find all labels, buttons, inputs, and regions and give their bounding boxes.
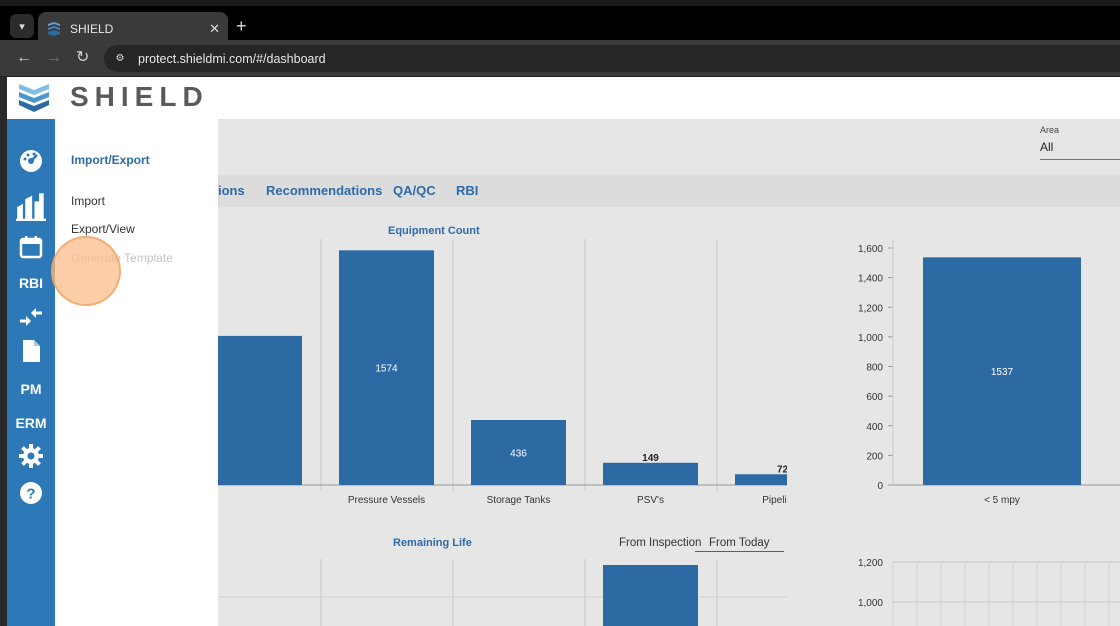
browser-tab-bar: ▾ SHIELD ✕ +: [0, 0, 1120, 46]
y-tick-label: 1,000: [858, 333, 883, 344]
sidebar-item-pm[interactable]: PM: [20, 381, 42, 397]
x-tick-label: < 5 mpy: [984, 495, 1020, 506]
y-tick-label: 0: [877, 481, 883, 492]
sidebar-item-settings[interactable]: [7, 439, 55, 473]
window-edge: [0, 77, 7, 626]
tab-recommendations[interactable]: Recommendations: [266, 183, 383, 198]
from-today-toggle[interactable]: From Today: [695, 537, 784, 552]
svg-text:?: ?: [26, 486, 35, 503]
y-tick-label: 1,200: [858, 303, 883, 314]
sidebar-item-documents[interactable]: [7, 334, 55, 368]
x-tick-label: Pressure Vessels: [348, 495, 425, 506]
y-tick-label: 400: [866, 422, 883, 433]
close-tab-icon[interactable]: ✕: [209, 21, 220, 36]
click-indicator: [51, 236, 121, 306]
bar: [471, 419, 566, 485]
remaining-life-chart: [167, 559, 787, 626]
tab-search-button[interactable]: ▾: [10, 14, 34, 38]
submenu-item-export-view[interactable]: Export/View: [71, 222, 135, 236]
reload-icon[interactable]: ↻: [76, 49, 90, 66]
y-tick-label: 1,000: [858, 598, 883, 609]
y-tick-label: 1,600: [858, 244, 883, 255]
y-tick-label: 600: [866, 392, 883, 403]
dashboard-tabs: ions Recommendations QA/QC RBI: [218, 175, 1120, 207]
forward-icon[interactable]: →: [46, 49, 62, 66]
bar: [207, 335, 302, 485]
remaining-life-title: Remaining Life: [393, 537, 472, 549]
shield-logo-icon: [19, 84, 49, 112]
sidebar-item-rbi[interactable]: RBI: [18, 275, 44, 291]
y-tick-label: 1,400: [858, 274, 883, 285]
submenu-title: Import/Export: [71, 153, 150, 167]
sidebar-item-dashboard[interactable]: [7, 144, 55, 178]
bar: [923, 257, 1081, 485]
site-settings-icon[interactable]: ⚙: [115, 53, 125, 64]
document-icon: [23, 340, 40, 362]
submenu-item-import[interactable]: Import: [71, 194, 106, 208]
bar: [339, 250, 434, 485]
logo-text: SHIELD: [70, 81, 209, 112]
equipment-count-chart: 1574 Pressure Vessels 436 Storage Tanks 149 P…: [167, 239, 787, 506]
tab-title: SHIELD: [70, 22, 114, 36]
bar: [735, 474, 787, 485]
help-icon: ?: [20, 482, 42, 504]
sidebar: RBI PM ERM ?: [7, 119, 55, 626]
y-tick-label: 1,200: [858, 558, 883, 569]
facilities-icon: [16, 193, 46, 221]
back-icon[interactable]: ←: [16, 49, 32, 66]
url-text: protect.shieldmi.com/#/dashboard: [138, 51, 326, 66]
tab-qaqc[interactable]: QA/QC: [393, 183, 436, 198]
corrosion-rate-chart: 0 200 400 600 800 1,000 1,200 1,400 1,600 1537 < 5…: [858, 239, 1120, 506]
x-tick-label: Pipelines: [762, 495, 787, 506]
shield-favicon-icon: [48, 22, 60, 36]
bar-value-label: 1574: [375, 364, 398, 375]
x-tick-label: PSV's: [637, 495, 664, 506]
sidebar-item-help[interactable]: ?: [7, 476, 55, 510]
bar: [603, 462, 698, 485]
equipment-count-title: Equipment Count: [388, 225, 480, 237]
bar-value-label: 72: [777, 464, 787, 475]
y-tick-label: 200: [866, 451, 883, 462]
x-tick-label: Storage Tanks: [487, 495, 551, 506]
new-tab-button[interactable]: +: [236, 16, 247, 36]
tab-rbi[interactable]: RBI: [456, 183, 479, 198]
gear-icon: [19, 444, 43, 468]
bar-value-label: 436: [510, 448, 527, 459]
sidebar-item-facilities[interactable]: [7, 186, 55, 226]
calendar-icon: [19, 236, 43, 259]
app-page: SHIELD RBI PM ERM ? Area All ions: [7, 77, 1120, 626]
bar-value-label: 149: [642, 453, 659, 464]
area-filter-label: Area: [1040, 125, 1060, 135]
bar-value-label: 1537: [991, 367, 1014, 378]
dashboard-icon: [20, 150, 42, 172]
area-filter-select[interactable]: All: [1040, 140, 1120, 160]
sidebar-item-import-export[interactable]: [7, 300, 55, 334]
import-export-icon: [20, 308, 42, 326]
bar: [603, 565, 698, 626]
sidebar-item-calendar[interactable]: [7, 230, 55, 264]
app-header: SHIELD: [7, 77, 1120, 119]
y-tick-label: 800: [866, 363, 883, 374]
from-inspection-toggle[interactable]: From Inspection: [619, 537, 702, 549]
sidebar-item-erm[interactable]: ERM: [15, 415, 47, 431]
url-field[interactable]: ⚙ protect.shieldmi.com/#/dashboard: [104, 45, 1120, 72]
address-bar-row: ← → ↻ ⚙ protect.shieldmi.com/#/dashboard: [0, 40, 1120, 76]
import-export-submenu: Import/Export Import Export/View Generat…: [55, 119, 218, 626]
tab-inspections[interactable]: ions: [218, 183, 245, 198]
